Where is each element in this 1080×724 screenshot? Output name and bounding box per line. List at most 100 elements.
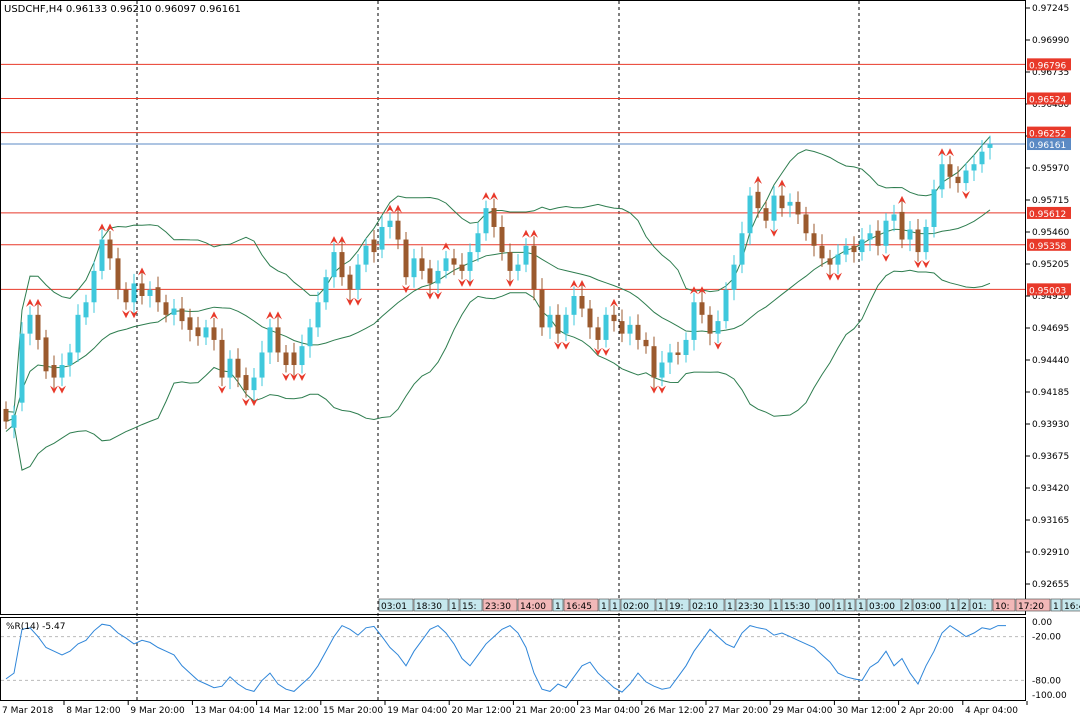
level-price-tag bbox=[1027, 92, 1071, 105]
fractal-up-arrow bbox=[946, 148, 954, 157]
event-label-box bbox=[833, 598, 845, 612]
price-axis-label: 0.94695 bbox=[1032, 324, 1069, 334]
fractal-down-arrow bbox=[298, 373, 306, 382]
event-label-box bbox=[816, 598, 834, 612]
candle-body bbox=[771, 195, 777, 221]
candle-body bbox=[627, 324, 633, 334]
candle-body bbox=[259, 352, 265, 378]
candle-body bbox=[211, 327, 217, 340]
candle-body bbox=[939, 164, 945, 190]
fractal-down-arrow bbox=[466, 278, 474, 287]
bollinger-middle-band bbox=[5, 209, 991, 422]
candle-body bbox=[283, 352, 289, 366]
candle-body bbox=[3, 408, 9, 422]
candle-body bbox=[275, 327, 281, 353]
event-label-box bbox=[958, 598, 970, 612]
price-axis-label: 0.95715 bbox=[1032, 196, 1069, 206]
event-label-box bbox=[552, 598, 564, 612]
candle-body bbox=[691, 302, 697, 340]
event-label-box bbox=[378, 598, 414, 612]
time-axis: 7 Mar 2018 8 Mar 12:00 9 Mar 20:00 13 Mar 0… bbox=[2, 701, 1028, 716]
candle-body bbox=[139, 283, 145, 296]
event-label-text: 03:00 bbox=[915, 602, 941, 612]
price-chart-frame bbox=[0, 0, 1026, 615]
fractal-down-arrow bbox=[354, 297, 362, 306]
wpr-axis-label: -20.00 bbox=[1032, 633, 1061, 643]
level-price-tag bbox=[1027, 206, 1071, 219]
event-label-box bbox=[855, 598, 867, 612]
level-price-tag-label: 0.95003 bbox=[1029, 286, 1066, 296]
candle-body bbox=[107, 239, 113, 259]
time-axis-label: 14 Mar 12:00 bbox=[259, 706, 319, 716]
candle-body bbox=[251, 377, 257, 391]
candle-body bbox=[915, 229, 921, 253]
event-label-text: 1 bbox=[612, 602, 618, 612]
price-axis-label: 0.95205 bbox=[1032, 260, 1069, 270]
fractal-up-arrow bbox=[578, 280, 586, 288]
candle-body bbox=[779, 195, 785, 209]
candle-body bbox=[803, 214, 809, 234]
fractal-down-arrow bbox=[130, 310, 138, 319]
event-label-box bbox=[620, 598, 656, 612]
candle-body bbox=[739, 233, 745, 265]
candle-body bbox=[187, 317, 193, 330]
candle-body bbox=[155, 287, 161, 303]
price-axis-label: 0.97245 bbox=[1032, 4, 1069, 14]
level-price-tag-label: 0.95612 bbox=[1029, 210, 1066, 220]
price-axis-label: 0.92655 bbox=[1032, 580, 1069, 590]
time-axis-label: 8 Mar 12:00 bbox=[66, 706, 121, 716]
candle-body bbox=[947, 164, 953, 177]
candle-body bbox=[643, 339, 649, 347]
candle-body bbox=[299, 346, 305, 366]
candle-body bbox=[147, 289, 153, 296]
candlesticks bbox=[3, 135, 993, 439]
wpr-axis-label: -100.00 bbox=[1032, 691, 1067, 701]
price-axis-label: 0.94185 bbox=[1032, 388, 1069, 398]
time-axis-label: 26 Mar 12:00 bbox=[644, 706, 704, 716]
event-label-text: 10: bbox=[995, 602, 1009, 612]
fractal-up-arrow bbox=[778, 179, 786, 188]
price-axis-label: 0.94950 bbox=[1032, 292, 1069, 302]
candle-body bbox=[683, 339, 689, 355]
candle-body bbox=[731, 264, 737, 290]
candle-body bbox=[715, 321, 721, 334]
event-label-box bbox=[448, 598, 460, 612]
time-axis-label: 29 Mar 04:00 bbox=[772, 706, 832, 716]
event-label-text: 18:30 bbox=[416, 602, 442, 612]
fractal-down-arrow bbox=[290, 373, 298, 382]
candle-body bbox=[387, 220, 393, 227]
candle-body bbox=[291, 352, 297, 366]
wpr-axis-label: -80.00 bbox=[1032, 676, 1061, 686]
wpr-panel-frame bbox=[0, 617, 1026, 701]
candle-body bbox=[859, 239, 865, 253]
candle-body bbox=[843, 245, 849, 255]
candle-body bbox=[51, 365, 57, 378]
event-label-text: 15:30 bbox=[784, 602, 810, 612]
level-price-tag-label: 0.96161 bbox=[1029, 141, 1066, 151]
event-label-text: 1 bbox=[858, 602, 864, 612]
wpr-line bbox=[5, 623, 1006, 693]
candle-body bbox=[835, 254, 841, 265]
time-axis-label: 21 Mar 20:00 bbox=[516, 706, 576, 716]
candle-body bbox=[379, 226, 385, 250]
time-axis-label: 30 Mar 12:00 bbox=[837, 706, 897, 716]
candle-body bbox=[355, 264, 361, 290]
fractal-down-arrow bbox=[834, 272, 842, 281]
fractal-up-arrow bbox=[698, 286, 706, 295]
fractal-up-arrow bbox=[898, 195, 906, 204]
event-label-text: 1 bbox=[555, 602, 561, 612]
event-label-box bbox=[912, 598, 948, 612]
fractal-down-arrow bbox=[346, 297, 354, 306]
candle-body bbox=[443, 258, 449, 271]
bollinger-lower-band bbox=[5, 269, 991, 471]
event-label-box bbox=[563, 598, 599, 612]
candle-body bbox=[595, 327, 601, 340]
candle-body bbox=[43, 337, 49, 372]
event-label-text: 01: bbox=[972, 602, 986, 612]
event-labels[interactable]: 03:01 18:30 1 15: 23:30 14:00 1 16:45 1 1 02:00 1 19… bbox=[378, 598, 1080, 612]
candle-body bbox=[219, 339, 225, 378]
candle-body bbox=[163, 302, 169, 315]
candle-body bbox=[579, 296, 585, 309]
fractal-up-arrow bbox=[490, 192, 498, 201]
